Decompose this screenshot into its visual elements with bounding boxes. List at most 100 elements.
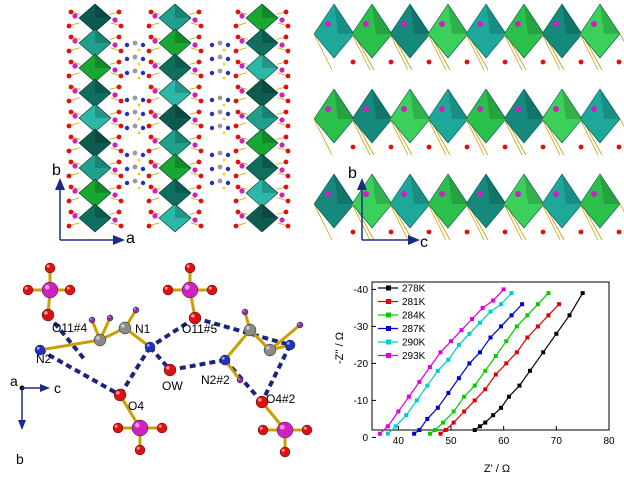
oxygen-atom [118, 148, 124, 154]
nitrogen-atom [209, 125, 215, 131]
nitrogen-atom [225, 180, 231, 186]
atom [64, 284, 76, 296]
oxygen-atom [68, 84, 74, 90]
series-line [429, 292, 549, 435]
oxygen-atom [502, 59, 508, 65]
atom [88, 316, 96, 324]
data-point [528, 368, 532, 373]
octahedron [579, 173, 621, 229]
atom [44, 262, 56, 274]
data-point [425, 416, 430, 421]
atom [41, 281, 59, 299]
data-point [412, 431, 417, 436]
carbon-atom [217, 178, 223, 184]
oxygen-atom [502, 229, 508, 235]
nitrogen-atom [140, 42, 146, 48]
oxygen-atom [233, 148, 239, 154]
atom [156, 422, 168, 434]
oxygen-atom [283, 59, 289, 65]
data-point [509, 291, 514, 296]
label-ow: OW [162, 379, 183, 393]
axis-label-b: b [52, 162, 61, 179]
nitrogen-atom [225, 70, 231, 76]
phosphorus-atom [72, 113, 78, 119]
data-point [488, 309, 493, 314]
impedance-chart: 40 50 60 70 80 0 -10 -20 -30 -40 278K 281K 284K 287K… [334, 281, 615, 475]
oxygen-atom [118, 98, 124, 104]
carbon-atom [217, 150, 223, 156]
hydrogen-atom [137, 158, 141, 162]
oxygen-atom [66, 223, 72, 229]
octahedron [313, 3, 355, 59]
data-point [467, 361, 472, 366]
data-point [406, 394, 411, 399]
nitrogen-atom [124, 166, 130, 172]
phosphorus-atom [279, 42, 285, 48]
data-point [417, 428, 422, 432]
nitrogen-atom [225, 97, 231, 103]
legend-marker [386, 299, 391, 304]
nitrogen-atom [124, 152, 130, 158]
phosphorus-atom [239, 138, 245, 144]
oxygen-atom [198, 98, 204, 104]
carbon-atom [132, 150, 138, 156]
oxygen-atom [616, 229, 622, 235]
carbon-atom [217, 95, 223, 101]
oxygen-atom [235, 9, 241, 15]
axis-indicator-c: a c b [10, 373, 61, 467]
legend-marker [386, 339, 391, 345]
oxygen-atom [148, 34, 154, 40]
phosphorus-atom [239, 63, 245, 69]
phosphorus-atom [239, 88, 245, 94]
oxygen-atom [116, 184, 122, 190]
phosphorus-atom [112, 42, 118, 48]
data-point [451, 420, 456, 425]
oxygen-atom [196, 109, 202, 115]
oxygen-atom [148, 209, 154, 215]
axis-label-c: c [420, 234, 428, 250]
octahedron [579, 3, 621, 59]
y-tick-label: 0 [362, 433, 368, 444]
oxygen-atom [118, 48, 124, 54]
oxygen-atom [148, 184, 154, 190]
phosphorus-atom [72, 63, 78, 69]
nitrogen-atom [124, 70, 130, 76]
phosphorus-atom [72, 88, 78, 94]
octahedron [313, 173, 355, 229]
phosphorus-atom [279, 17, 285, 23]
data-point [472, 398, 477, 403]
octahedron [503, 3, 545, 59]
phosphorus-atom [363, 191, 369, 197]
legend-marker [386, 353, 391, 358]
oxygen-atom [196, 9, 202, 15]
legend-entry: 281K [402, 297, 426, 308]
phosphorus-atom [239, 13, 245, 19]
axis-indicator-a: b a [52, 162, 135, 247]
axis-label-c: c [54, 380, 61, 396]
phosphorus-atom [152, 63, 158, 69]
legend-entry: 290K [402, 338, 426, 349]
atom [301, 424, 313, 436]
oxygen-atom [198, 173, 204, 179]
oxygen-atom [283, 9, 289, 15]
phosphorus-atom [591, 21, 597, 27]
phosphorus-atom [279, 117, 285, 123]
label-n2: N2 [36, 352, 52, 366]
data-point [535, 324, 540, 329]
hydrogen-atom [222, 158, 226, 162]
phosphorus-atom [439, 106, 445, 112]
oxygen-atom [578, 229, 584, 235]
octahedron [245, 203, 279, 233]
oxygen-atom [118, 223, 124, 229]
octahedron [351, 88, 393, 144]
data-point [385, 431, 390, 436]
phosphorus-atom [72, 38, 78, 44]
atom [144, 341, 156, 353]
oxygen-atom [68, 134, 74, 140]
data-point [525, 313, 530, 318]
oxygen-atom [235, 84, 241, 90]
phosphorus-atom [553, 21, 559, 27]
phosphorus-atom [192, 67, 198, 73]
octahedron [389, 3, 431, 59]
atom [131, 419, 149, 437]
